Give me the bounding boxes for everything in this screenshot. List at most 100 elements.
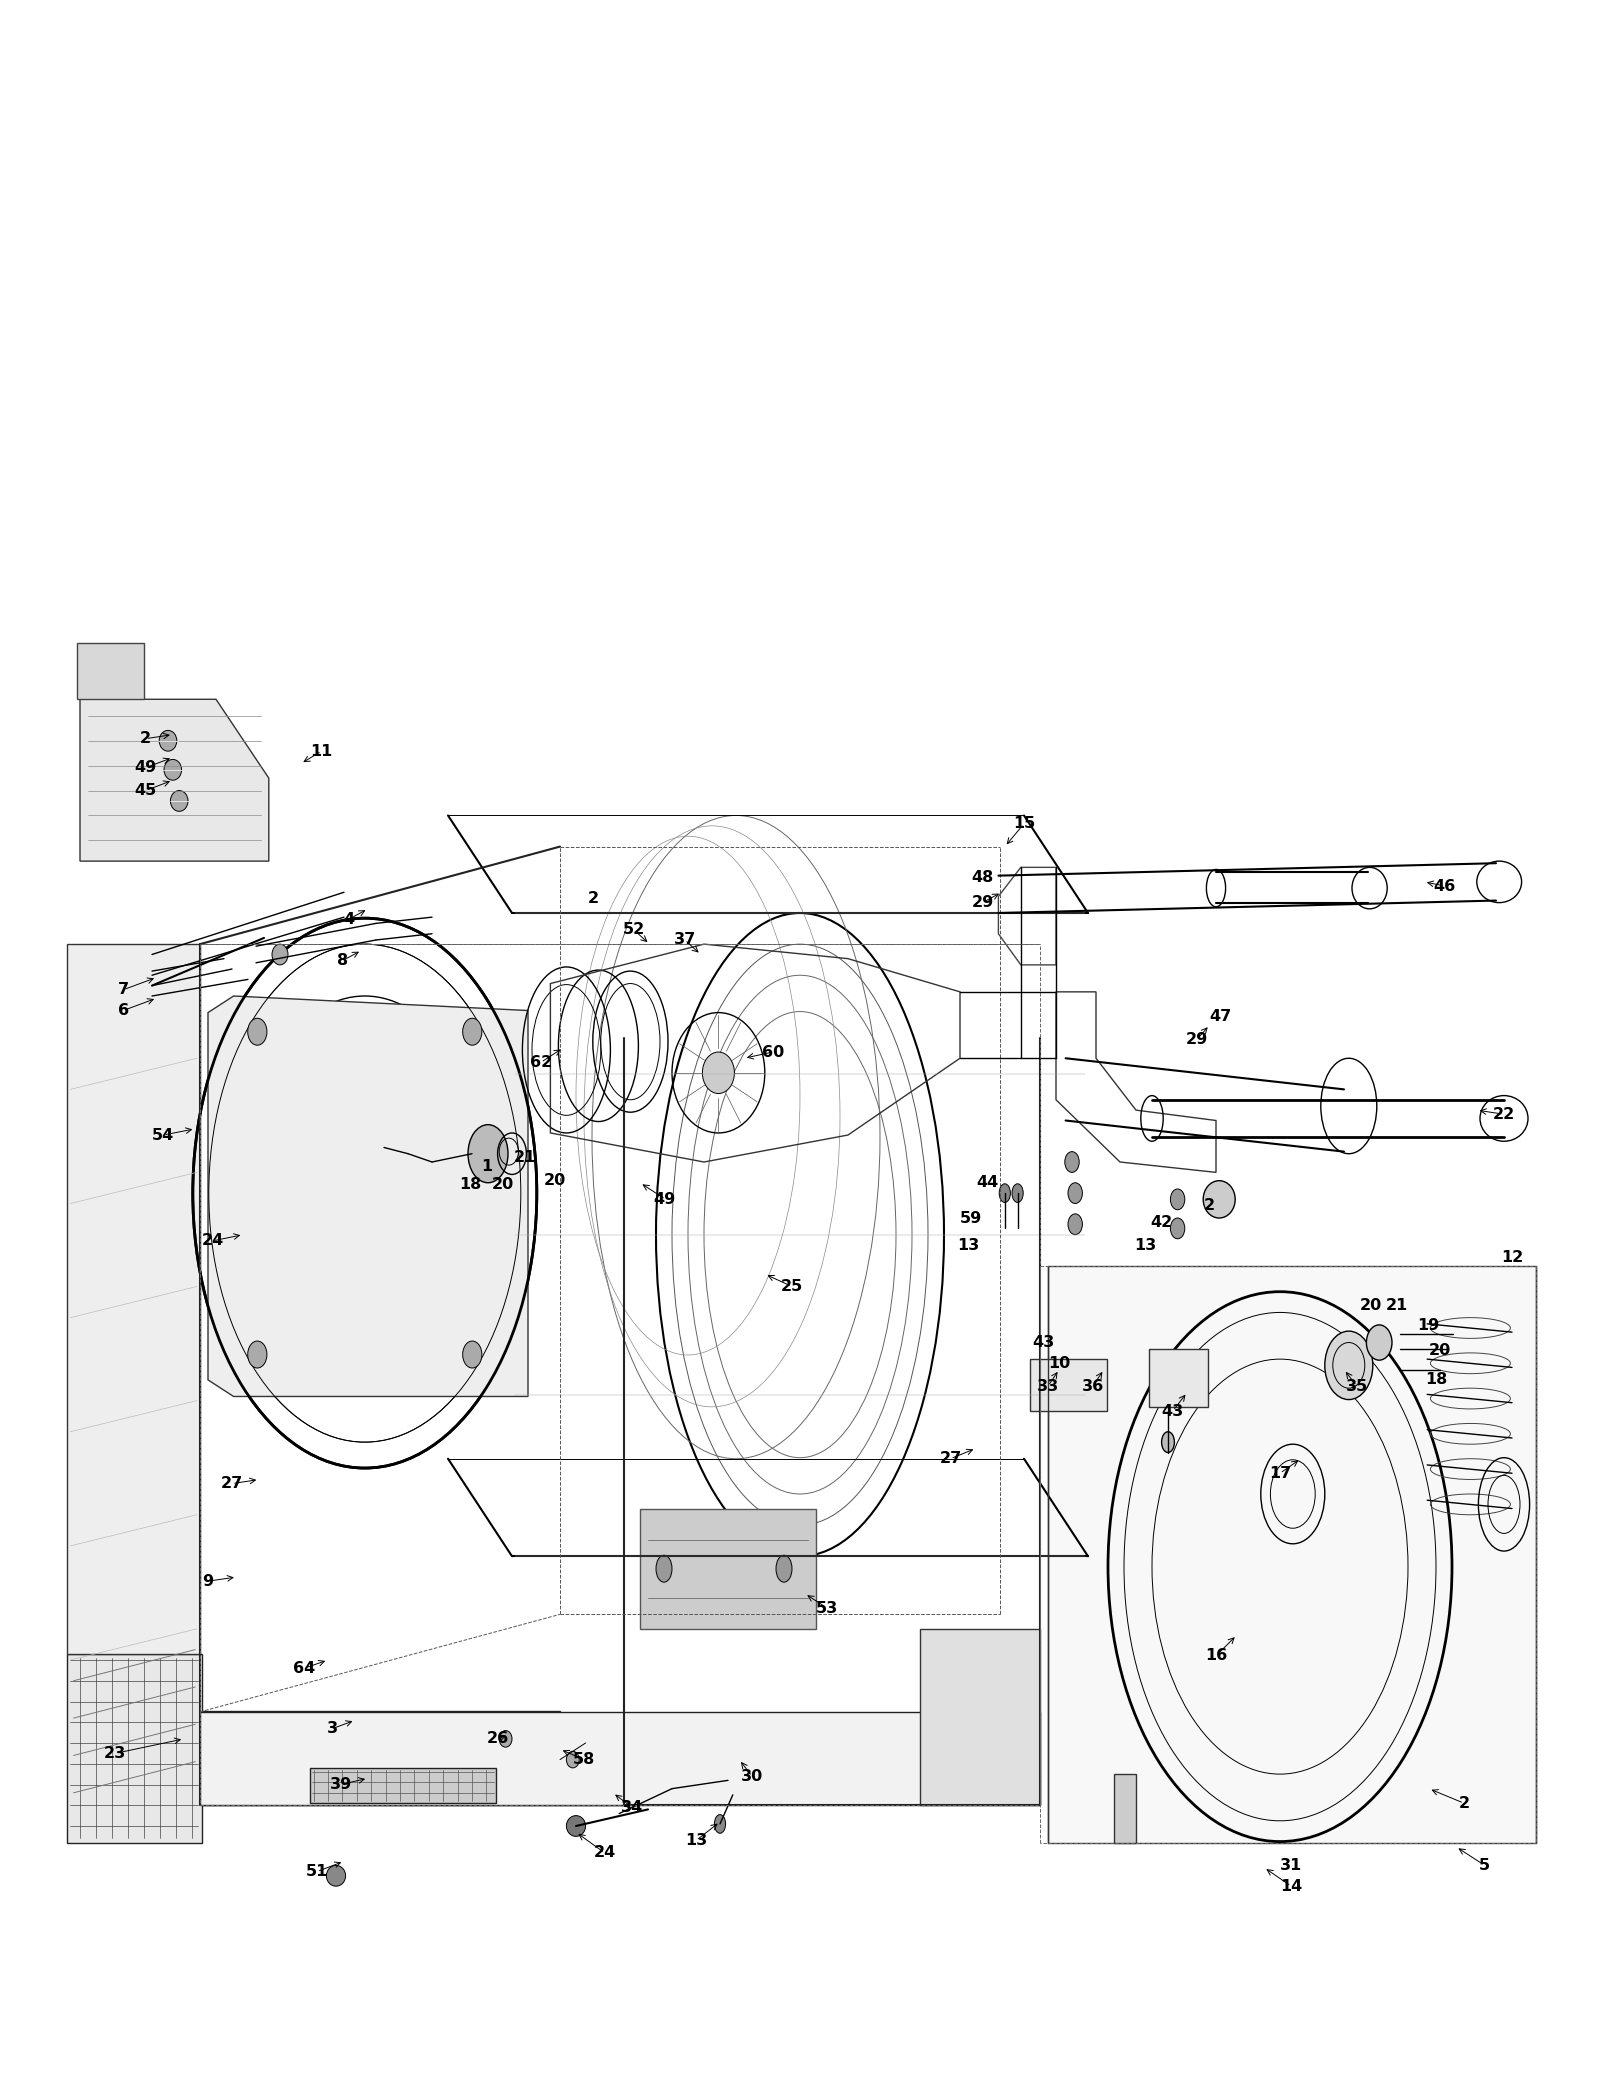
Text: 20: 20 (1429, 1343, 1451, 1359)
Text: 29: 29 (971, 894, 994, 911)
Text: 36: 36 (1082, 1378, 1104, 1394)
Text: 33: 33 (1037, 1378, 1059, 1394)
Polygon shape (200, 1712, 1040, 1805)
Text: 11: 11 (310, 743, 333, 759)
Ellipse shape (158, 730, 178, 751)
Text: 64: 64 (293, 1660, 315, 1677)
Text: 52: 52 (622, 921, 645, 938)
Text: 31: 31 (1280, 1857, 1302, 1874)
Text: 43: 43 (1032, 1334, 1054, 1351)
Text: 15: 15 (1013, 815, 1035, 832)
Ellipse shape (1013, 1183, 1024, 1204)
Ellipse shape (702, 1052, 734, 1094)
Text: 9: 9 (203, 1573, 213, 1589)
Ellipse shape (1325, 1332, 1373, 1401)
Text: 18: 18 (1426, 1372, 1448, 1388)
Text: 2: 2 (141, 730, 150, 747)
Text: 20: 20 (544, 1172, 566, 1189)
Text: 62: 62 (530, 1054, 552, 1071)
Ellipse shape (566, 1816, 586, 1836)
Text: 4: 4 (344, 911, 354, 928)
Text: 51: 51 (306, 1863, 328, 1880)
Polygon shape (310, 1768, 496, 1803)
Polygon shape (67, 1654, 202, 1843)
Text: 17: 17 (1269, 1465, 1291, 1482)
Ellipse shape (272, 944, 288, 965)
Text: 21: 21 (514, 1150, 536, 1166)
Ellipse shape (1066, 1152, 1078, 1172)
Ellipse shape (499, 1731, 512, 1747)
Text: 1: 1 (482, 1158, 491, 1174)
Ellipse shape (656, 1556, 672, 1583)
Ellipse shape (1203, 1181, 1235, 1218)
Ellipse shape (566, 1751, 579, 1768)
Text: 13: 13 (685, 1832, 707, 1849)
Polygon shape (920, 1629, 1040, 1805)
Text: 49: 49 (653, 1191, 675, 1208)
Text: 13: 13 (1134, 1237, 1157, 1253)
Text: 23: 23 (104, 1745, 126, 1762)
Polygon shape (1030, 1359, 1107, 1411)
Text: 45: 45 (134, 782, 157, 799)
Text: 27: 27 (939, 1450, 962, 1467)
Text: 54: 54 (152, 1127, 174, 1143)
Ellipse shape (165, 759, 182, 780)
Text: 24: 24 (202, 1233, 224, 1249)
Ellipse shape (1366, 1326, 1392, 1361)
Text: 42: 42 (1150, 1214, 1173, 1230)
Text: 12: 12 (1501, 1249, 1523, 1266)
Text: 46: 46 (1434, 878, 1456, 894)
Text: 2: 2 (1205, 1197, 1214, 1214)
Polygon shape (77, 643, 144, 699)
Text: 2: 2 (589, 890, 598, 907)
Text: 8: 8 (338, 952, 347, 969)
Text: 58: 58 (573, 1751, 595, 1768)
Text: 16: 16 (1205, 1648, 1227, 1664)
Text: 18: 18 (459, 1177, 482, 1193)
Text: 27: 27 (221, 1475, 243, 1492)
Polygon shape (200, 1712, 624, 1805)
Text: 5: 5 (1480, 1857, 1490, 1874)
Text: 2: 2 (1459, 1795, 1469, 1811)
Text: 48: 48 (971, 869, 994, 886)
Text: 39: 39 (330, 1776, 352, 1793)
Polygon shape (67, 944, 200, 1654)
Ellipse shape (1069, 1183, 1083, 1204)
Ellipse shape (1162, 1432, 1174, 1452)
Ellipse shape (248, 1340, 267, 1367)
Polygon shape (208, 996, 528, 1396)
Text: 37: 37 (674, 932, 696, 948)
Text: 26: 26 (486, 1731, 509, 1747)
Polygon shape (1048, 1266, 1536, 1843)
Text: 19: 19 (1418, 1318, 1440, 1334)
Text: 60: 60 (762, 1044, 784, 1060)
Text: 30: 30 (741, 1768, 763, 1784)
Ellipse shape (1069, 1214, 1083, 1235)
Ellipse shape (998, 1183, 1011, 1204)
Ellipse shape (714, 1814, 726, 1834)
Polygon shape (1149, 1349, 1208, 1407)
Ellipse shape (248, 1019, 267, 1046)
Polygon shape (640, 1509, 816, 1629)
Text: 20: 20 (491, 1177, 514, 1193)
Ellipse shape (467, 1125, 509, 1183)
Text: 35: 35 (1346, 1378, 1368, 1394)
Text: 29: 29 (1186, 1031, 1208, 1048)
Ellipse shape (1170, 1189, 1184, 1210)
Ellipse shape (776, 1556, 792, 1583)
Text: 22: 22 (1493, 1106, 1515, 1123)
Text: 53: 53 (816, 1600, 838, 1616)
Text: 43: 43 (1162, 1403, 1184, 1419)
Ellipse shape (326, 1865, 346, 1886)
Ellipse shape (462, 1340, 482, 1367)
Text: 6: 6 (118, 1002, 128, 1019)
Text: 59: 59 (960, 1210, 982, 1226)
Text: 25: 25 (781, 1278, 803, 1295)
Ellipse shape (462, 1019, 482, 1046)
Polygon shape (1114, 1774, 1136, 1843)
Polygon shape (80, 699, 269, 861)
Text: 24: 24 (594, 1845, 616, 1861)
Text: 34: 34 (621, 1799, 643, 1816)
Text: 21: 21 (1386, 1297, 1408, 1313)
Text: 44: 44 (976, 1174, 998, 1191)
